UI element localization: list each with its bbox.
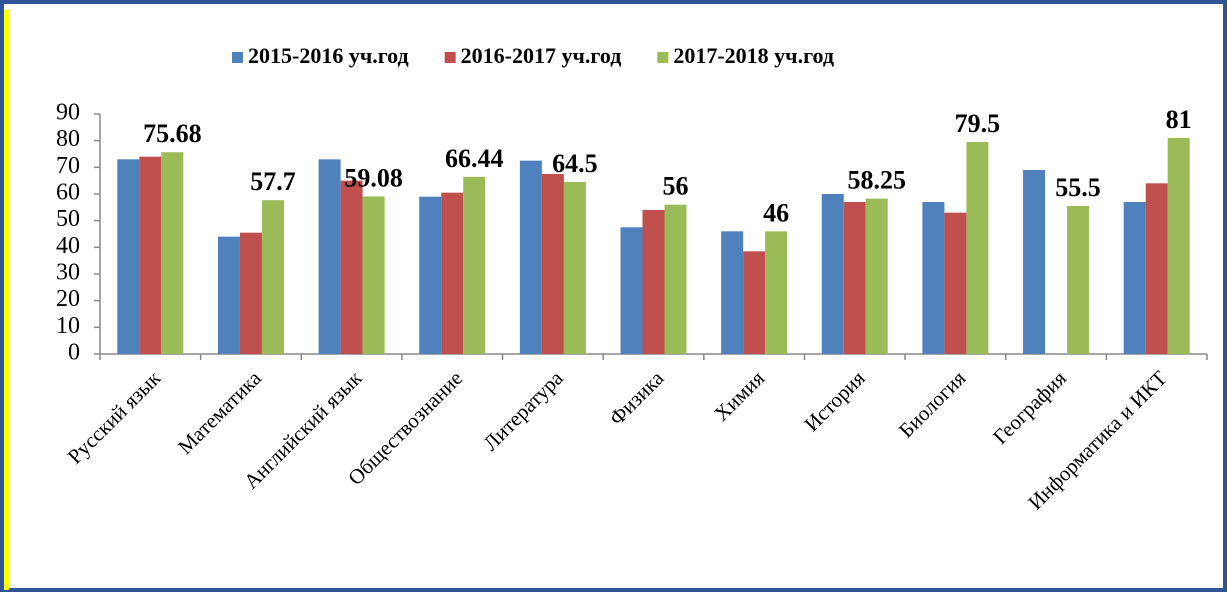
data-label: 56 (663, 172, 689, 201)
bar (563, 182, 586, 354)
legend-swatch (657, 52, 669, 63)
data-label: 81 (1166, 105, 1192, 134)
y-tick-label: 0 (68, 340, 80, 366)
legend-swatch (444, 52, 456, 63)
bar (721, 231, 744, 354)
legend-swatch (232, 52, 243, 63)
data-label: 59.08 (344, 163, 403, 192)
bar (463, 176, 486, 354)
bar (821, 194, 844, 354)
bar (1067, 206, 1090, 354)
y-tick-label: 90 (56, 100, 80, 126)
frame-stripe (4, 10, 9, 590)
bar (340, 180, 363, 354)
legend-label: 2015-2016 уч.год (248, 43, 409, 68)
legend-label: 2016-2017 уч.год (461, 43, 622, 68)
bar (1167, 138, 1190, 354)
bar (441, 192, 464, 354)
data-label: 66.44 (445, 144, 504, 173)
y-tick-label: 80 (56, 126, 80, 152)
bar (419, 196, 442, 354)
bar (843, 202, 866, 354)
y-tick-label: 20 (56, 286, 80, 312)
data-label: 75.68 (143, 119, 202, 148)
bar (664, 204, 687, 354)
data-label: 55.5 (1055, 173, 1101, 202)
bar (1123, 202, 1146, 354)
bar (765, 231, 788, 354)
y-tick-label: 50 (56, 206, 80, 232)
bar (865, 198, 888, 354)
data-label: 57.7 (250, 167, 296, 196)
bar (541, 174, 564, 354)
bar (117, 159, 140, 354)
bar (318, 159, 341, 354)
bar (922, 202, 945, 354)
y-tick-label: 10 (56, 313, 80, 339)
bar (217, 236, 240, 354)
bar (139, 156, 162, 354)
data-label: 64.5 (552, 149, 598, 178)
bar (362, 196, 385, 354)
bar (1145, 183, 1168, 354)
data-label: 79.5 (955, 109, 1001, 138)
legend-label: 2017-2018 уч.год (673, 43, 834, 68)
bar (620, 227, 643, 354)
bar (642, 210, 665, 354)
bar (239, 232, 262, 354)
bar (519, 160, 542, 354)
bar (1023, 170, 1046, 354)
bar (743, 251, 766, 354)
bar (966, 142, 989, 354)
bar (161, 152, 184, 354)
y-tick-label: 60 (56, 180, 80, 206)
bar (261, 200, 284, 354)
y-tick-label: 30 (56, 260, 80, 286)
data-label: 58.25 (848, 166, 907, 195)
bar (944, 212, 967, 354)
y-tick-label: 70 (56, 153, 80, 179)
data-label: 46 (763, 198, 789, 227)
y-tick-label: 40 (56, 233, 80, 259)
